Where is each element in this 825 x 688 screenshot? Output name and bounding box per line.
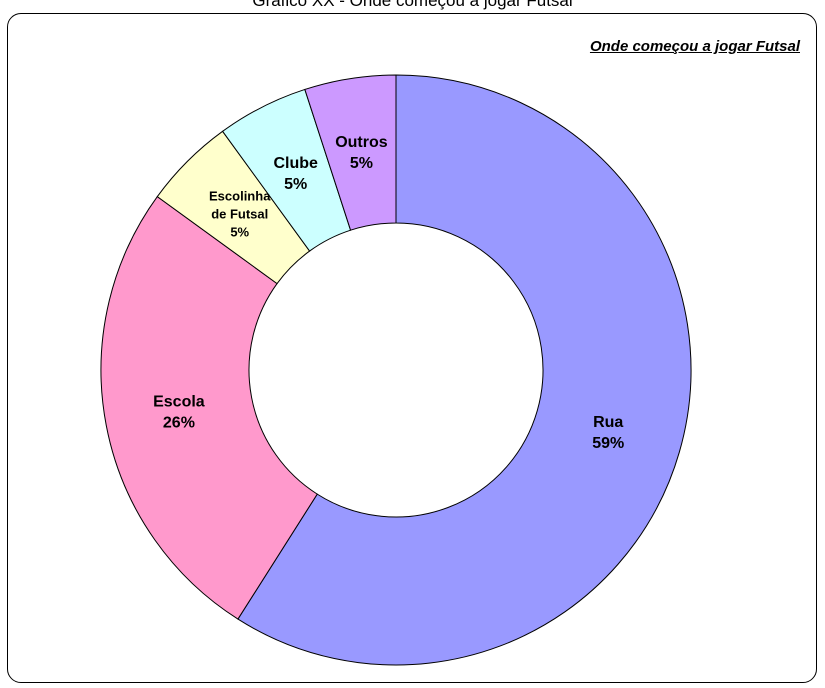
chart-title: Onde começou a jogar Futsal <box>589 38 800 55</box>
data-label-escolinha-de-futsal: Escolinha de Futsal 5% <box>209 188 271 239</box>
data-label-outros: Outros 5% <box>335 134 388 172</box>
slice-rua <box>237 74 692 666</box>
slice-outros <box>304 74 397 231</box>
data-label-escola: Escola 26% <box>153 394 205 432</box>
figure-caption: Gráfico XX - Onde começou a jogar Futsal <box>252 0 573 10</box>
data-label-clube: Clube 5% <box>273 155 318 193</box>
data-label-rua: Rua 59% <box>592 414 624 452</box>
slice-escola <box>100 195 318 620</box>
